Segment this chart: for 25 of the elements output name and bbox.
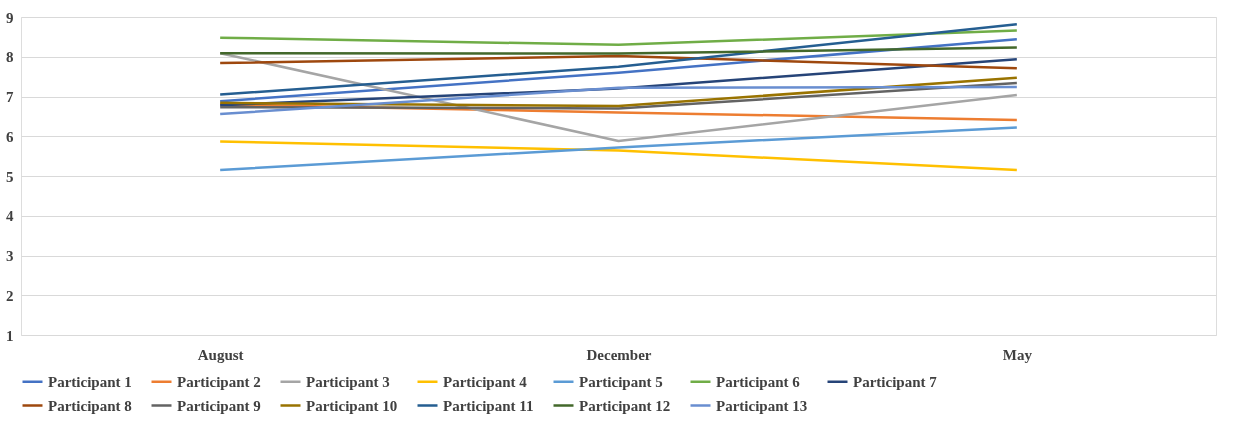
legend-label: Participant 1 bbox=[48, 373, 132, 390]
y-tick-label: 4 bbox=[6, 208, 14, 225]
legend-label: Participant 5 bbox=[579, 373, 663, 390]
legend-label: Participant 9 bbox=[177, 397, 261, 414]
legend-label: Participant 12 bbox=[579, 397, 671, 414]
legend-label: Participant 10 bbox=[306, 397, 398, 414]
y-tick-label: 3 bbox=[6, 248, 14, 264]
x-tick-label: December bbox=[586, 346, 652, 363]
legend-label: Participant 4 bbox=[443, 373, 528, 390]
legend-label: Participant 13 bbox=[716, 397, 808, 414]
y-tick-label: 7 bbox=[6, 89, 14, 105]
y-tick-label: 2 bbox=[6, 287, 14, 304]
x-tick-label: May bbox=[1002, 346, 1033, 363]
legend-label: Participant 3 bbox=[306, 373, 390, 390]
y-tick-label: 8 bbox=[6, 49, 14, 66]
y-tick-label: 5 bbox=[6, 168, 14, 185]
legend-label: Participant 11 bbox=[443, 397, 534, 414]
x-tick-label: August bbox=[197, 346, 244, 363]
legend-label: Participant 8 bbox=[48, 397, 132, 414]
y-tick-label: 9 bbox=[6, 9, 14, 26]
legend-label: Participant 6 bbox=[716, 373, 801, 390]
legend-label: Participant 2 bbox=[177, 373, 261, 390]
y-tick-label: 1 bbox=[6, 327, 14, 344]
y-tick-label: 6 bbox=[6, 128, 14, 145]
legend-label: Participant 7 bbox=[853, 373, 938, 390]
